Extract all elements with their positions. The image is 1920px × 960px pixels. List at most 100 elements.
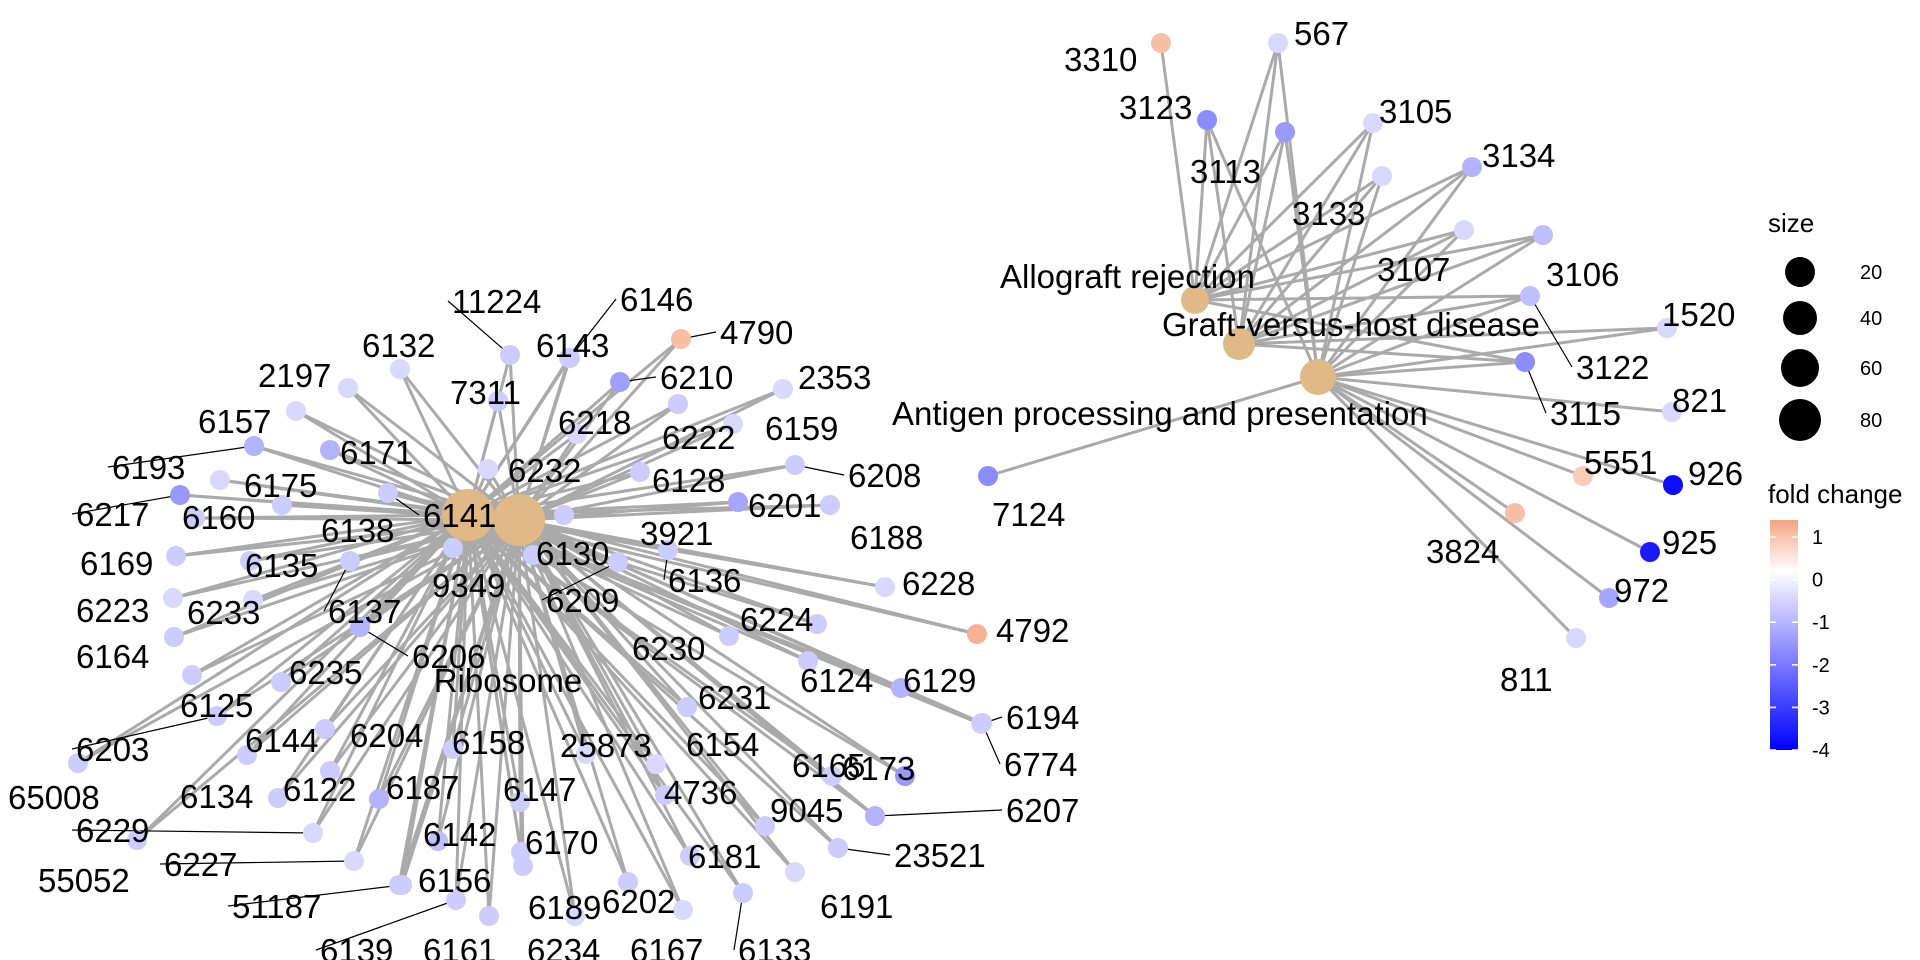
size-legend-label-40: 40 — [1860, 308, 1882, 330]
category-label-graft-versus-host-disease: Graft-versus-host disease — [1162, 306, 1540, 343]
gene-label-6223: 6223 — [76, 592, 149, 629]
edge-6202-ribosome — [466, 514, 630, 883]
gene-node-6161 — [479, 906, 499, 926]
gene-node-567 — [1268, 33, 1288, 53]
gene-node-5551 — [1573, 466, 1593, 486]
gene-label-6138: 6138 — [321, 512, 394, 549]
gene-label-6156: 6156 — [418, 862, 491, 899]
edge-3133-allograft — [1194, 174, 1383, 302]
edge-6122-ribosome — [328, 514, 470, 772]
gene-node-6165 — [822, 766, 842, 786]
edge-6191-ribosome-b — [517, 519, 797, 873]
edge-23521-ribosome-b — [517, 518, 840, 850]
gene-node-3106 — [1533, 225, 1553, 245]
category-node-ribosome-core — [493, 494, 545, 546]
gene-label-6170: 6170 — [525, 824, 598, 861]
edge-3122-gvhd — [1238, 294, 1531, 346]
size-legend-dot-40 — [1783, 301, 1817, 335]
gene-label-23521: 23521 — [894, 837, 986, 874]
gene-label-6173: 6173 — [842, 750, 915, 787]
gene-node-25873 — [576, 744, 596, 764]
gene-label-6203: 6203 — [76, 731, 149, 768]
gene-label-6143: 6143 — [536, 327, 609, 364]
edge-5551-antigen — [1317, 375, 1584, 478]
edge-3115-antigen — [1317, 360, 1526, 379]
gene-node-7311 — [488, 391, 508, 411]
leader-11224 — [447, 300, 511, 356]
gene-node-6223 — [163, 588, 183, 608]
category-node-antigen-processing-and-presentation — [1300, 359, 1336, 395]
gene-label-7311: 7311 — [450, 374, 521, 411]
gene-label-4792: 4792 — [996, 612, 1069, 649]
gene-label-6141: 6141 — [423, 497, 496, 534]
gene-label-6132: 6132 — [362, 327, 435, 364]
gene-label-3113: 3113 — [1190, 153, 1261, 190]
edge-1520-gvhd — [1238, 326, 1668, 346]
gene-label-6232: 6232 — [508, 452, 581, 489]
gene-label-3106: 3106 — [1546, 256, 1619, 293]
gene-label-3824: 3824 — [1426, 533, 1499, 570]
edge-4790-ribosome-b — [517, 337, 683, 522]
edge-3106-allograft — [1194, 233, 1544, 302]
gene-label-3134: 3134 — [1482, 137, 1555, 174]
edge-3133-gvhd — [1237, 175, 1384, 345]
gene-node-6230 — [719, 626, 739, 646]
gene-node-6122 — [320, 761, 340, 781]
edge-6167-ribosome — [466, 514, 685, 911]
edge-6161-ribosome-b — [487, 519, 521, 917]
gene-node-6224 — [807, 614, 827, 634]
gene-label-6147: 6147 — [503, 771, 576, 808]
gene-node-3133 — [1372, 166, 1392, 186]
edge-6173-ribosome-b — [518, 518, 906, 778]
edge-6202-ribosome-b — [517, 519, 630, 883]
size-legend-label-60: 60 — [1860, 358, 1882, 380]
edge-3122-allograft — [1194, 294, 1531, 302]
gene-label-972: 972 — [1614, 572, 1669, 609]
edge-6135-ribosome — [249, 513, 469, 563]
gene-node-6133 — [733, 883, 753, 903]
gene-node-821 — [1662, 402, 1682, 422]
gene-node-6204 — [315, 719, 335, 739]
edge-11224-ribosome-b — [508, 354, 521, 521]
edge-972-antigen — [1317, 375, 1610, 600]
labels-layer: Ribosome Allograft rejection Graft-versus-… — [8, 15, 1743, 960]
gene-label-25873: 25873 — [560, 727, 652, 764]
gene-node-55052 — [127, 830, 147, 850]
edge-6139-ribosome-b — [454, 519, 521, 901]
gene-label-51187: 51187 — [232, 888, 321, 925]
gene-label-6137: 6137 — [328, 593, 401, 630]
gene-node-6164 — [164, 627, 184, 647]
edge-4792-ribosome-b — [518, 518, 978, 636]
gene-label-6224: 6224 — [740, 601, 813, 638]
gene-node-6207 — [865, 806, 885, 826]
gene-label-6229: 6229 — [76, 812, 149, 849]
gene-node-6124 — [798, 651, 818, 671]
gene-node-3921 — [554, 505, 574, 525]
gene-label-6774: 6774 — [1004, 746, 1077, 783]
gene-node-11224 — [500, 345, 520, 365]
colorbar-label--4: -4 — [1812, 740, 1830, 762]
leader-6146 — [569, 298, 617, 359]
edge-926-antigen — [1317, 375, 1674, 487]
gene-node-6234 — [565, 906, 585, 926]
gene-node-6154 — [646, 754, 666, 774]
gene-node-6157 — [286, 401, 306, 421]
gene-node-6169 — [166, 546, 186, 566]
gene-node-3123 — [1197, 110, 1217, 130]
gene-label-6160: 6160 — [182, 499, 255, 536]
edge-3107-gvhd — [1238, 228, 1465, 346]
gene-label-6135: 6135 — [245, 547, 318, 584]
gene-label-6164: 6164 — [76, 638, 149, 675]
edge-3115-allograft — [1194, 298, 1526, 364]
color-legend-title: fold change — [1768, 479, 1902, 509]
gene-label-6139: 6139 — [320, 932, 393, 960]
edge-6191-ribosome — [466, 513, 797, 874]
gene-label-3133: 3133 — [1292, 195, 1365, 232]
edge-821-antigen — [1317, 375, 1673, 414]
edge-6210-ribosome — [467, 380, 621, 517]
edge-6223-ribosome — [172, 513, 469, 600]
gene-node-6132 — [390, 359, 410, 379]
gene-label-6124: 6124 — [800, 662, 873, 699]
colorbar-label--3: -3 — [1812, 697, 1830, 719]
gene-label-6222: 6222 — [662, 419, 735, 456]
